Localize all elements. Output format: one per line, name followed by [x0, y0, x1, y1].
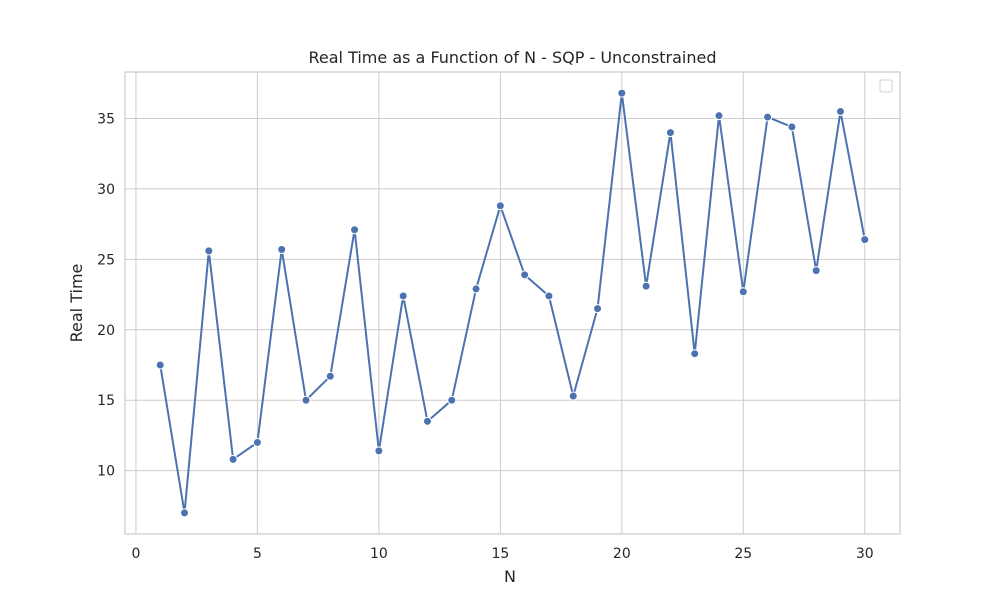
plot-frame [124, 71, 901, 535]
data-point [447, 395, 457, 405]
data-point [520, 270, 530, 280]
y-tick-label: 30 [97, 182, 115, 198]
data-point [568, 391, 578, 401]
x-tick-label: 10 [370, 546, 388, 562]
data-point [835, 106, 845, 116]
data-point [495, 201, 505, 211]
chart-title: Real Time as a Function of N - SQP - Unc… [309, 48, 717, 67]
data-point [325, 371, 335, 381]
grid-layer [125, 72, 900, 534]
data-point [374, 446, 384, 456]
y-axis-label: Real Time [67, 264, 86, 343]
series-layer [155, 88, 870, 518]
x-tick-label: 25 [734, 546, 752, 562]
y-tick-label: 25 [97, 252, 115, 268]
data-point [350, 225, 360, 235]
series-line [159, 92, 866, 514]
data-point [641, 281, 651, 291]
legend-box [879, 79, 893, 93]
data-point [544, 291, 554, 301]
data-point [204, 246, 214, 256]
x-tick-label: 30 [856, 546, 874, 562]
y-tick-label: 35 [97, 111, 115, 127]
x-tick-label: 0 [131, 546, 140, 562]
data-point [228, 454, 238, 464]
data-point [252, 437, 262, 447]
tick-layer: 0 5 10 15 20 25 30 10 15 20 25 30 35 [97, 111, 874, 562]
data-point [763, 112, 773, 122]
data-point [422, 416, 432, 426]
data-point [155, 360, 165, 370]
data-point [398, 291, 408, 301]
data-point [690, 349, 700, 359]
data-point [665, 128, 675, 138]
data-point [860, 235, 870, 245]
data-point [471, 284, 481, 294]
y-tick-label: 20 [97, 323, 115, 339]
x-axis-label: N [504, 567, 516, 586]
x-tick-label: 5 [253, 546, 262, 562]
data-point [811, 266, 821, 276]
x-tick-label: 20 [613, 546, 631, 562]
data-point [180, 508, 190, 518]
data-point [277, 244, 287, 254]
y-tick-label: 10 [97, 464, 115, 480]
data-point [714, 111, 724, 121]
data-point [738, 287, 748, 297]
data-point [593, 304, 603, 314]
data-point [787, 122, 797, 132]
data-point [617, 88, 627, 98]
data-point [301, 395, 311, 405]
x-tick-label: 15 [491, 546, 509, 562]
y-tick-label: 15 [97, 393, 115, 409]
